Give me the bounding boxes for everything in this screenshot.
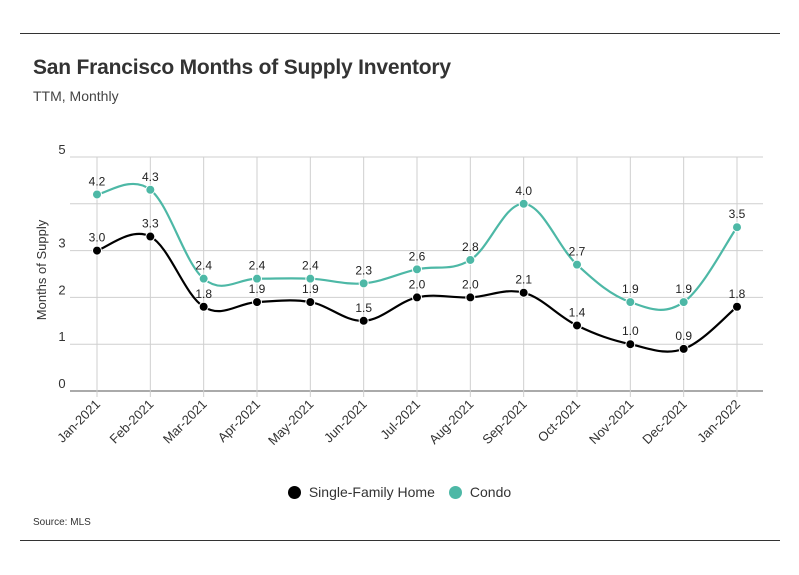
- data-label-condo: 1.9: [675, 282, 692, 296]
- data-point-condo: [412, 264, 422, 275]
- data-point-single-family: [732, 301, 742, 312]
- data-label-single-family: 1.5: [355, 301, 372, 315]
- data-label-single-family: 3.0: [89, 231, 106, 245]
- data-point-single-family: [198, 301, 209, 312]
- bottom-rule: [20, 540, 780, 541]
- y-tick-label: 3: [58, 236, 65, 251]
- data-label-single-family: 1.8: [729, 287, 746, 301]
- y-tick-label: 0: [58, 376, 65, 391]
- legend-label-condo: Condo: [469, 484, 512, 500]
- data-point-condo: [358, 278, 369, 289]
- y-tick-label: 1: [58, 329, 65, 344]
- data-point-single-family: [465, 292, 476, 303]
- data-point-single-family: [412, 292, 422, 303]
- data-point-condo: [465, 254, 476, 265]
- legend-item-single-family[interactable]: Single-Family Home: [287, 484, 435, 500]
- data-label-condo: 4.0: [515, 184, 532, 198]
- data-point-condo: [198, 273, 209, 284]
- x-tick-label: Jul-2021: [377, 397, 423, 443]
- data-point-single-family: [145, 231, 156, 242]
- x-tick-label: Jan-2021: [54, 397, 103, 446]
- x-tick-label: Dec-2021: [639, 397, 689, 447]
- data-point-condo: [625, 297, 636, 308]
- x-tick-label: Apr-2021: [215, 397, 263, 445]
- legend-item-condo[interactable]: Condo: [448, 484, 512, 500]
- data-label-condo: 1.9: [622, 282, 639, 296]
- x-tick-label: Aug-2021: [426, 397, 476, 447]
- data-label-single-family: 2.1: [515, 273, 532, 287]
- data-point-single-family: [518, 287, 529, 298]
- data-label-condo: 3.5: [729, 207, 746, 221]
- legend-swatch-single-family: [287, 485, 301, 499]
- data-point-condo: [732, 222, 742, 233]
- data-label-single-family: 2.0: [409, 277, 426, 291]
- data-label-single-family: 1.8: [195, 287, 212, 301]
- data-point-single-family: [358, 315, 369, 326]
- legend-swatch-condo: [448, 485, 462, 499]
- data-label-single-family: 1.0: [622, 324, 639, 338]
- data-label-condo: 2.8: [462, 240, 479, 254]
- x-tick-label: Jan-2022: [694, 397, 743, 446]
- data-point-condo: [572, 259, 582, 270]
- data-point-single-family: [92, 245, 102, 256]
- x-tick-label: Nov-2021: [586, 397, 636, 447]
- x-tick-label: Sep-2021: [479, 397, 529, 447]
- data-label-condo: 2.3: [355, 263, 372, 277]
- data-point-condo: [92, 189, 102, 200]
- x-tick-label: Mar-2021: [160, 397, 210, 447]
- y-axis-label: Months of Supply: [34, 219, 49, 320]
- data-label-condo: 4.3: [142, 170, 159, 184]
- data-point-single-family: [252, 297, 262, 308]
- data-point-condo: [145, 184, 156, 195]
- x-tick-label: May-2021: [265, 397, 316, 448]
- chart-title: San Francisco Months of Supply Inventory: [33, 56, 451, 79]
- data-point-condo: [678, 297, 689, 308]
- y-tick-label: 5: [58, 142, 65, 157]
- chart-subtitle: TTM, Monthly: [33, 88, 119, 104]
- legend-label-single-family: Single-Family Home: [308, 484, 435, 500]
- x-tick-label: Feb-2021: [106, 397, 156, 447]
- data-label-single-family: 1.4: [569, 305, 586, 319]
- data-point-single-family: [305, 297, 316, 308]
- x-tick-label: Jun-2021: [321, 397, 370, 446]
- data-label-condo: 4.2: [89, 174, 106, 188]
- data-label-condo: 2.4: [195, 259, 212, 273]
- y-tick-label: 2: [58, 282, 65, 297]
- data-label-condo: 2.4: [302, 259, 319, 273]
- data-label-single-family: 3.3: [142, 217, 159, 231]
- data-point-single-family: [572, 320, 582, 331]
- x-tick-label: Oct-2021: [535, 397, 583, 445]
- data-label-single-family: 1.9: [249, 282, 266, 296]
- data-point-single-family: [678, 343, 689, 354]
- data-label-condo: 2.4: [249, 259, 266, 273]
- data-point-condo: [518, 198, 529, 209]
- data-label-single-family: 1.9: [302, 282, 319, 296]
- source-note: Source: MLS: [33, 517, 91, 528]
- data-point-condo: [252, 273, 262, 284]
- data-label-condo: 2.7: [569, 245, 586, 259]
- data-label-single-family: 2.0: [462, 277, 479, 291]
- data-point-condo: [305, 273, 316, 284]
- chart-legend: Single-Family Home Condo: [0, 484, 799, 500]
- data-label-condo: 2.6: [409, 249, 426, 263]
- data-label-single-family: 0.9: [675, 329, 692, 343]
- data-point-single-family: [625, 339, 636, 350]
- top-rule: [20, 33, 780, 34]
